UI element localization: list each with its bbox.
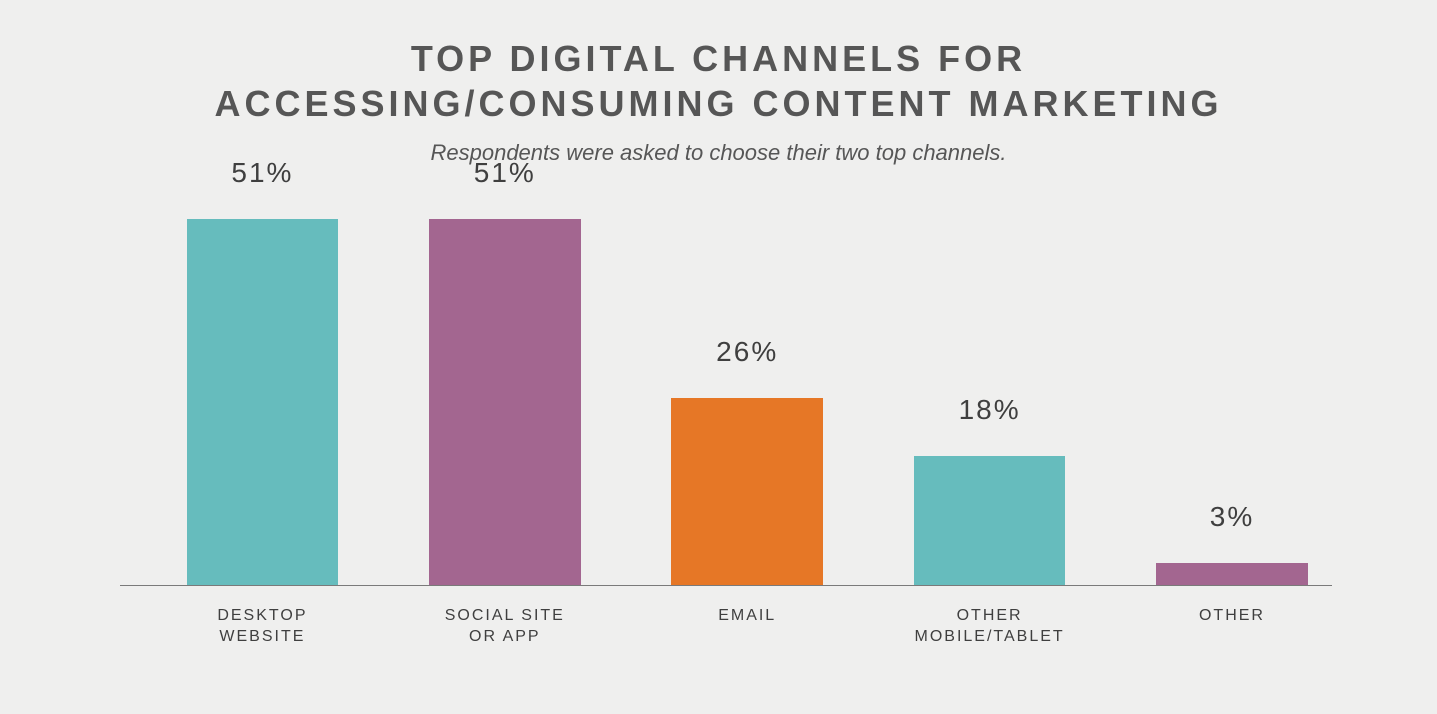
bar-value-label: 51% xyxy=(429,157,581,189)
plot-area: 51% 51% 26% 18% 3% xyxy=(120,190,1332,586)
chart-title: TOP DIGITAL CHANNELS FOR ACCESSING/CONSU… xyxy=(0,0,1437,126)
chart-area: 51% 51% 26% 18% 3% DESKTOPWEBSITESOCIAL SITE… xyxy=(120,190,1332,660)
x-axis-labels: DESKTOPWEBSITESOCIAL SITEOR APPEMAILOTHE… xyxy=(120,596,1332,660)
bar-group: 51% xyxy=(187,190,339,585)
bar-value-label: 26% xyxy=(671,336,823,368)
x-axis-label: SOCIAL SITEOR APP xyxy=(384,606,626,648)
x-axis-label: EMAIL xyxy=(626,606,868,627)
bar-group: 26% xyxy=(671,190,823,585)
bar-group: 18% xyxy=(914,190,1066,585)
bar-value-label: 51% xyxy=(187,157,339,189)
bar-group: 51% xyxy=(429,190,581,585)
x-axis-label: OTHER xyxy=(1111,606,1353,627)
bar-value-label: 18% xyxy=(914,394,1066,426)
bar xyxy=(187,219,339,585)
bar xyxy=(671,398,823,585)
bar-group: 3% xyxy=(1156,190,1308,585)
chart-title-line2: ACCESSING/CONSUMING CONTENT MARKETING xyxy=(214,83,1222,124)
bar-value-label: 3% xyxy=(1156,501,1308,533)
bar xyxy=(914,456,1066,585)
x-axis-label: OTHERMOBILE/TABLET xyxy=(868,606,1110,648)
bar xyxy=(429,219,581,585)
x-axis-label: DESKTOPWEBSITE xyxy=(141,606,383,648)
bar xyxy=(1156,563,1308,585)
chart-title-line1: TOP DIGITAL CHANNELS FOR xyxy=(411,38,1026,79)
